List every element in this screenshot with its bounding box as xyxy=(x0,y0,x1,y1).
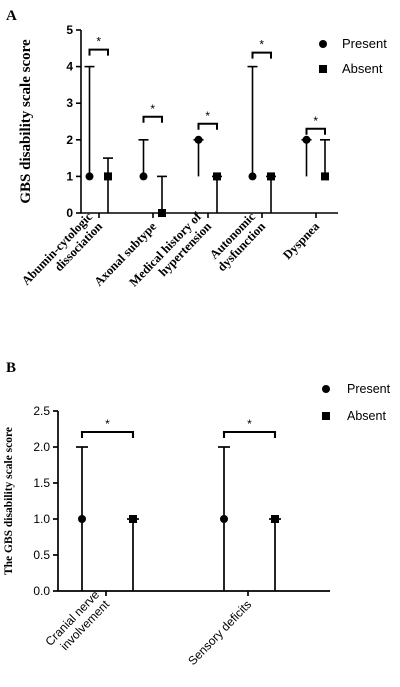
present-point xyxy=(302,135,311,144)
significance-marker: * xyxy=(205,109,210,123)
chart-panel-a: 0 1 2 3 4 5 GBS disability scale score * Abumin-… xyxy=(18,23,387,299)
legend-absent-marker xyxy=(322,412,330,420)
y-axis-label: The GBS disability scale score xyxy=(3,427,15,575)
legend-absent-label: Absent xyxy=(347,409,386,423)
y-tick-label: 0.0 xyxy=(33,584,50,598)
category-label: Sensory deficits xyxy=(185,597,254,668)
significance-bracket xyxy=(305,127,326,135)
legend-present-marker xyxy=(322,385,330,393)
panel-letter-b: B xyxy=(6,360,16,376)
significance-marker: * xyxy=(150,102,155,116)
absent-point xyxy=(213,172,221,181)
present-point xyxy=(220,515,228,523)
present-point xyxy=(85,172,94,181)
y-tick-label: 1.0 xyxy=(33,512,50,526)
absent-point xyxy=(104,172,112,181)
present-point xyxy=(248,172,257,181)
absent-point xyxy=(158,209,166,217)
significance-marker: * xyxy=(313,114,318,128)
y-tick-label: 0 xyxy=(66,206,73,220)
y-tick-label: 0.5 xyxy=(33,548,50,562)
absent-point xyxy=(271,515,279,523)
y-tick-label: 2 xyxy=(66,133,73,147)
y-axis-label: GBS disability scale score xyxy=(18,39,34,204)
significance-bracket xyxy=(88,48,109,56)
significance-bracket xyxy=(222,430,277,438)
significance-bracket xyxy=(80,430,135,438)
y-tick-label: 2.5 xyxy=(33,404,50,418)
significance-bracket xyxy=(197,122,218,130)
chart-panel-b: 0.0 0.5 1.0 1.5 2.0 2.5 The GBS disability sca… xyxy=(3,382,391,668)
absent-point xyxy=(129,515,137,523)
y-tick-label: 3 xyxy=(66,96,73,110)
y-tick-label: 2.0 xyxy=(33,440,50,454)
category-label: Dyspnea xyxy=(280,219,322,262)
significance-marker: * xyxy=(105,417,110,431)
category-label-line: Dyspnea xyxy=(280,219,322,262)
present-point xyxy=(194,135,203,144)
legend-present-label: Present xyxy=(347,382,391,396)
y-tick-label: 4 xyxy=(66,60,73,74)
significance-marker: * xyxy=(247,417,252,431)
category-label: Autonomicdysfunction xyxy=(205,209,269,274)
y-tick-label: 5 xyxy=(66,23,73,37)
category-label: Medical history ofhypertension xyxy=(126,209,214,299)
category-label-line: Sensory deficits xyxy=(185,597,254,668)
absent-point xyxy=(321,172,329,181)
significance-bracket xyxy=(142,115,163,123)
absent-point xyxy=(267,172,275,181)
legend-absent-label: Absent xyxy=(342,61,383,76)
category-label: Abumin-cytologicdissociation xyxy=(19,209,106,297)
legend-absent-marker xyxy=(319,65,327,73)
significance-marker: * xyxy=(259,38,264,52)
present-point xyxy=(78,515,86,523)
y-tick-label: 1 xyxy=(66,169,73,183)
legend-present-label: Present xyxy=(342,36,387,51)
panel-letter-a: A xyxy=(6,8,17,24)
significance-marker: * xyxy=(96,35,101,49)
significance-bracket xyxy=(251,51,272,59)
y-tick-label: 1.5 xyxy=(33,476,50,490)
present-point xyxy=(139,172,148,181)
category-label: Cranial nerveinvolvement xyxy=(42,587,112,658)
legend-present-marker xyxy=(319,40,327,48)
